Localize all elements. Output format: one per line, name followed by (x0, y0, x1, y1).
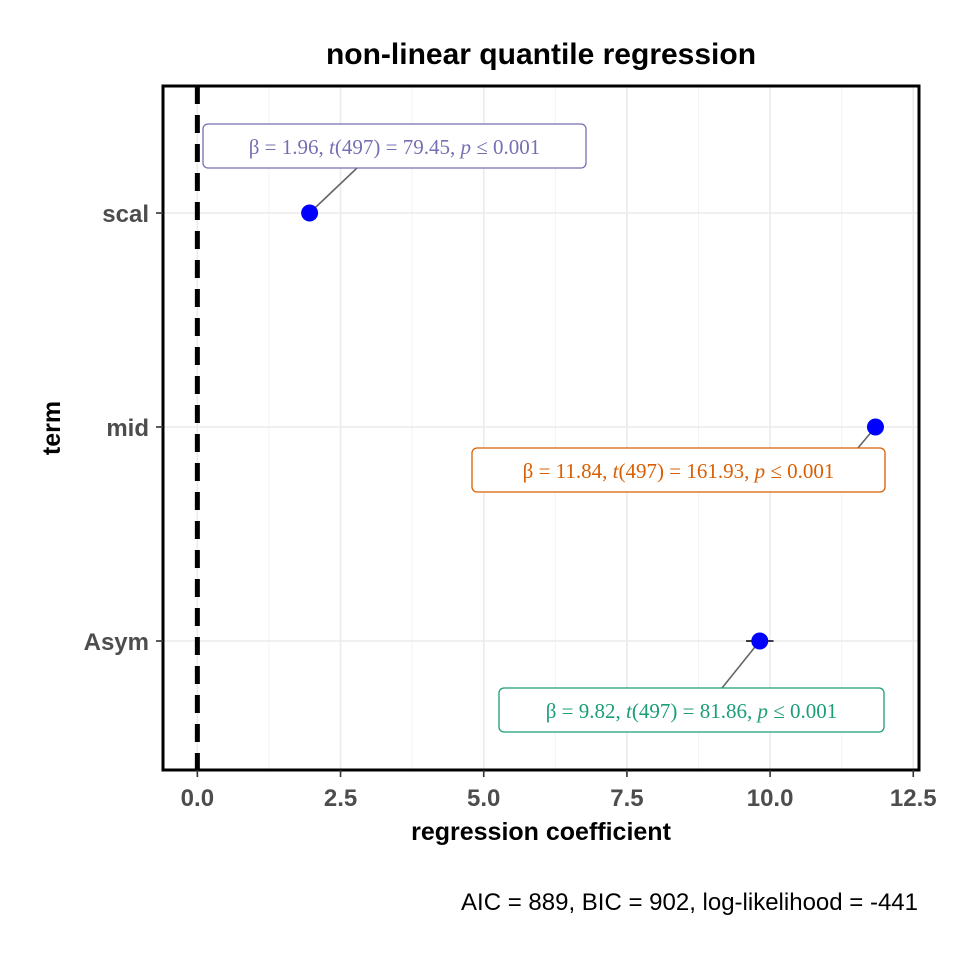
connector-scal (309, 167, 358, 214)
connectors (309, 167, 877, 689)
estimate-label-scal: β = 1.96, t(497) = 79.45, p ≤ 0.001 (202, 123, 587, 169)
gridlines (163, 86, 919, 770)
x-tick-label: 5.0 (467, 785, 500, 812)
points (301, 204, 884, 650)
label-text-mid: β = 11.84, t(497) = 161.93, p ≤ 0.001 (523, 459, 835, 483)
point-scal (301, 204, 319, 222)
point-asym (751, 632, 769, 650)
x-axis-title: regression coefficient (411, 818, 671, 846)
estimate-label-asym: β = 9.82, t(497) = 81.86, p ≤ 0.001 (498, 687, 885, 733)
y-axis: scal mid Asym (84, 201, 163, 656)
label-box-asym (498, 687, 885, 733)
point-mid (866, 418, 884, 436)
y-axis-title: term (38, 401, 66, 455)
label-box-mid (471, 447, 886, 493)
x-tick-label: 0.0 (181, 785, 214, 812)
x-tick-label: 10.0 (747, 785, 794, 812)
estimate-labels: β = 1.96, t(497) = 79.45, p ≤ 0.001 β = 1… (202, 123, 886, 733)
y-tick-label-mid: mid (106, 415, 149, 442)
y-tick-label-asym: Asym (84, 629, 149, 656)
chart-caption: AIC = 889, BIC = 902, log-likelihood = -… (461, 889, 918, 916)
estimate-label-mid: β = 11.84, t(497) = 161.93, p ≤ 0.001 (471, 447, 886, 493)
label-box-scal (202, 123, 587, 169)
x-tick-label: 7.5 (610, 785, 643, 812)
label-text-scal: β = 1.96, t(497) = 79.45, p ≤ 0.001 (249, 135, 541, 159)
x-tick-label: 2.5 (324, 785, 357, 812)
y-tick-label-scal: scal (102, 201, 149, 228)
label-text-asym: β = 9.82, t(497) = 81.86, p ≤ 0.001 (546, 699, 838, 723)
plot-panel-border (161, 84, 921, 772)
x-tick-label: 12.5 (890, 785, 937, 812)
x-axis: 0.0 2.5 5.0 7.5 10.0 12.5 (181, 770, 937, 812)
connector-asym (721, 640, 761, 689)
chart-title: non-linear quantile regression (326, 38, 756, 71)
